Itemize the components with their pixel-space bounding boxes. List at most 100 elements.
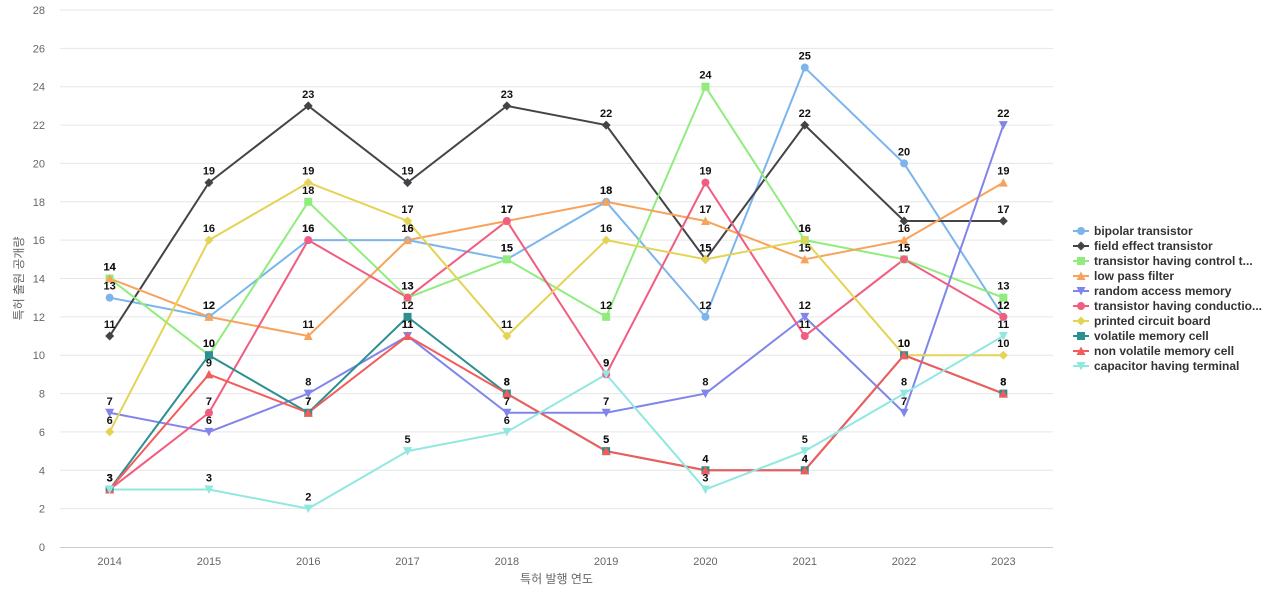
point-volatile-memory-cell[interactable] (204, 351, 213, 360)
point-capacitor-having-terminal[interactable] (998, 332, 1008, 341)
point-random-access-memory[interactable] (204, 427, 214, 437)
point-printed-circuit-board[interactable] (998, 350, 1008, 360)
point-low-pass-filter[interactable] (899, 235, 909, 245)
point-random-access-memory[interactable] (502, 408, 512, 418)
data-label-volatile-memory-cell: 4 (702, 453, 709, 465)
point-non-volatile-memory-cell[interactable] (204, 369, 214, 379)
point-low-pass-filter[interactable] (303, 331, 313, 341)
point-transistor-having-conductio[interactable] (502, 216, 511, 225)
point-low-pass-filter[interactable] (105, 274, 115, 283)
point-low-pass-filter[interactable] (998, 178, 1008, 187)
series-markers[interactable] (105, 63, 1008, 514)
point-low-pass-filter[interactable] (403, 235, 413, 245)
data-label-random-access-memory: 7 (107, 396, 113, 408)
point-volatile-memory-cell[interactable] (403, 312, 412, 321)
point-capacitor-having-terminal[interactable] (303, 504, 313, 514)
data-label-non-volatile-memory-cell: 10 (898, 338, 910, 350)
data-label-capacitor-having-terminal: 3 (107, 472, 113, 484)
point-transistor-having-conductio[interactable] (900, 255, 909, 264)
point-capacitor-having-terminal[interactable] (700, 485, 710, 494)
point-printed-circuit-board[interactable] (800, 235, 810, 245)
legend-item-field-effect-transistor[interactable]: field effect transistor (1073, 239, 1213, 253)
data-label-random-access-memory: 6 (206, 415, 212, 427)
x-tick-label: 2019 (594, 556, 618, 568)
point-random-access-memory[interactable] (998, 121, 1008, 130)
legend-item-transistor-having-control-t[interactable]: transistor having control t... (1073, 254, 1253, 268)
point-transistor-having-control-t[interactable] (304, 197, 313, 206)
point-non-volatile-memory-cell[interactable] (601, 446, 611, 456)
point-printed-circuit-board[interactable] (601, 235, 611, 245)
point-capacitor-having-terminal[interactable] (601, 370, 611, 379)
point-non-volatile-memory-cell[interactable] (502, 389, 512, 398)
point-printed-circuit-board[interactable] (303, 178, 313, 188)
point-random-access-memory[interactable] (303, 389, 313, 399)
point-field-effect-transistor[interactable] (998, 216, 1008, 226)
point-transistor-having-conductio[interactable] (403, 293, 412, 302)
point-non-volatile-memory-cell[interactable] (899, 350, 909, 360)
data-label-transistor-having-control-t: 18 (302, 185, 314, 197)
point-capacitor-having-terminal[interactable] (800, 447, 810, 456)
point-transistor-having-conductio[interactable] (701, 178, 710, 187)
legend-item-capacitor-having-terminal[interactable]: capacitor having terminal (1073, 359, 1239, 373)
point-printed-circuit-board[interactable] (105, 427, 115, 437)
point-transistor-having-conductio[interactable] (999, 312, 1008, 321)
data-label-bipolar-transistor: 20 (898, 146, 910, 158)
point-capacitor-having-terminal[interactable] (105, 485, 115, 494)
point-random-access-memory[interactable] (700, 389, 710, 399)
point-field-effect-transistor[interactable] (601, 120, 611, 130)
point-field-effect-transistor[interactable] (303, 101, 313, 111)
point-printed-circuit-board[interactable] (700, 254, 710, 264)
point-field-effect-transistor[interactable] (105, 331, 115, 341)
point-transistor-having-conductio[interactable] (800, 332, 809, 341)
point-random-access-memory[interactable] (601, 408, 611, 418)
point-bipolar-transistor[interactable] (900, 159, 909, 168)
point-low-pass-filter[interactable] (204, 312, 214, 321)
point-bipolar-transistor[interactable] (800, 63, 809, 72)
point-bipolar-transistor[interactable] (105, 293, 114, 302)
point-low-pass-filter[interactable] (700, 216, 710, 225)
point-field-effect-transistor[interactable] (899, 216, 909, 226)
point-field-effect-transistor[interactable] (502, 101, 512, 111)
point-field-effect-transistor[interactable] (800, 120, 810, 130)
data-label-capacitor-having-terminal: 2 (305, 492, 311, 504)
legend-label: random access memory (1094, 284, 1232, 298)
point-capacitor-having-terminal[interactable] (204, 485, 214, 494)
data-label-non-volatile-memory-cell: 8 (1000, 377, 1006, 389)
point-transistor-having-control-t[interactable] (602, 312, 611, 321)
point-capacitor-having-terminal[interactable] (403, 447, 413, 456)
legend-item-bipolar-transistor[interactable]: bipolar transistor (1073, 224, 1193, 238)
legend-item-non-volatile-memory-cell[interactable]: non volatile memory cell (1073, 344, 1234, 358)
legend-item-low-pass-filter[interactable]: low pass filter (1073, 269, 1174, 283)
point-transistor-having-conductio[interactable] (204, 408, 213, 417)
data-label-printed-circuit-board: 16 (203, 223, 215, 235)
point-field-effect-transistor[interactable] (403, 178, 413, 188)
point-non-volatile-memory-cell[interactable] (403, 331, 413, 341)
point-low-pass-filter[interactable] (800, 254, 810, 264)
legend-item-random-access-memory[interactable]: random access memory (1073, 284, 1232, 298)
point-field-effect-transistor[interactable] (204, 178, 214, 188)
legend-item-printed-circuit-board[interactable]: printed circuit board (1073, 314, 1211, 328)
point-transistor-having-control-t[interactable] (701, 82, 710, 91)
point-random-access-memory[interactable] (105, 408, 115, 418)
point-transistor-having-control-t[interactable] (502, 255, 511, 264)
point-printed-circuit-board[interactable] (204, 235, 214, 245)
point-bipolar-transistor[interactable] (701, 312, 710, 321)
point-capacitor-having-terminal[interactable] (899, 389, 909, 399)
point-printed-circuit-board[interactable] (403, 216, 413, 226)
point-random-access-memory[interactable] (800, 312, 810, 322)
legend-marker (1077, 302, 1085, 310)
point-low-pass-filter[interactable] (601, 197, 611, 206)
point-transistor-having-control-t[interactable] (999, 293, 1008, 302)
legend-item-transistor-having-conductio[interactable]: transistor having conductio... (1073, 299, 1262, 313)
point-transistor-having-conductio[interactable] (304, 236, 313, 245)
point-non-volatile-memory-cell[interactable] (998, 389, 1008, 398)
point-random-access-memory[interactable] (899, 408, 909, 418)
point-non-volatile-memory-cell[interactable] (700, 465, 710, 475)
point-printed-circuit-board[interactable] (502, 331, 512, 341)
legend-item-volatile-memory-cell[interactable]: volatile memory cell (1073, 329, 1209, 343)
point-capacitor-having-terminal[interactable] (502, 427, 512, 437)
point-non-volatile-memory-cell[interactable] (800, 465, 810, 475)
point-non-volatile-memory-cell[interactable] (303, 408, 313, 417)
